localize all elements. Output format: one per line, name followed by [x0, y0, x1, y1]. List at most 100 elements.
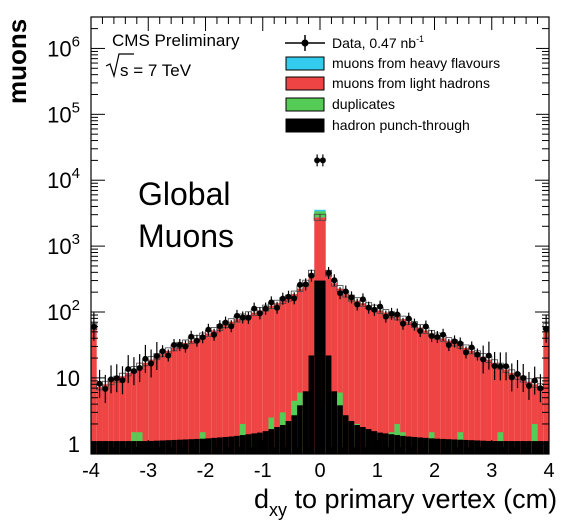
data-point	[445, 342, 452, 349]
data-point	[462, 349, 469, 356]
data-point	[222, 319, 229, 326]
data-point	[422, 323, 429, 330]
bar-punch-through	[113, 441, 120, 454]
y-tick-label: 10	[56, 366, 80, 391]
overlay-line-2: Muons	[138, 218, 234, 254]
bar-light-hadrons	[503, 369, 509, 454]
data-point	[233, 312, 240, 319]
bar-punch-through	[268, 429, 275, 454]
experiment-label: CMS Preliminary	[112, 31, 240, 50]
bar-light-hadrons	[108, 381, 114, 454]
bar-punch-through	[474, 440, 481, 454]
mc-marker	[319, 213, 327, 221]
bar-punch-through	[234, 435, 240, 454]
data-point	[274, 304, 281, 311]
bar-light-hadrons	[245, 314, 252, 454]
bar-punch-through	[320, 280, 326, 454]
bar-punch-through	[537, 441, 544, 454]
data-point	[405, 315, 412, 322]
bar-light-hadrons	[216, 327, 223, 454]
bar-punch-through	[285, 421, 292, 454]
bar-punch-through	[136, 441, 143, 454]
data-point	[268, 299, 275, 306]
data-point	[543, 325, 550, 332]
bar-punch-through	[302, 391, 309, 454]
data-point	[411, 321, 418, 328]
bar-punch-through	[331, 391, 338, 454]
bar-punch-through	[503, 441, 509, 454]
x-tick-label: 3	[486, 460, 497, 482]
legend-label-data: Data, 0.47 nb-1	[332, 34, 424, 51]
bar-punch-through	[491, 441, 498, 454]
x-tick-label: -4	[82, 460, 100, 482]
bar-light-hadrons	[337, 288, 343, 454]
bar-punch-through	[428, 438, 435, 454]
data-point	[514, 371, 521, 378]
bar-punch-through	[543, 441, 549, 454]
x-tick-label: 4	[543, 460, 554, 482]
bar-punch-through	[279, 424, 286, 454]
data-point	[485, 352, 492, 359]
bar-light-hadrons	[119, 376, 126, 454]
data-point	[159, 348, 166, 355]
bar-light-hadrons	[371, 308, 378, 454]
bar-light-hadrons	[165, 350, 172, 454]
bar-light-hadrons	[257, 310, 263, 454]
bar-punch-through	[348, 421, 355, 454]
data-point	[457, 340, 464, 347]
bar-punch-through	[194, 438, 200, 454]
bar-light-hadrons	[508, 372, 515, 454]
bar-punch-through	[119, 441, 126, 454]
data-point	[136, 365, 143, 372]
bar-punch-through	[451, 439, 458, 454]
bar-light-hadrons	[451, 342, 458, 454]
bar-punch-through	[257, 432, 263, 454]
legend-label-heavy: muons from heavy flavours	[332, 55, 500, 71]
legend-swatch-punch	[285, 118, 325, 133]
data-point	[503, 363, 510, 370]
data-point	[279, 295, 286, 302]
x-tick-label: 0	[314, 460, 325, 482]
data-point	[377, 303, 384, 310]
bar-light-hadrons	[428, 333, 435, 454]
bar-punch-through	[411, 436, 418, 454]
bar-light-hadrons	[434, 336, 441, 454]
data-point	[142, 355, 149, 362]
data-point	[348, 294, 355, 301]
data-point	[525, 382, 532, 389]
bar-punch-through	[108, 441, 114, 454]
data-point	[113, 375, 120, 382]
bar-light-hadrons	[239, 316, 246, 454]
bar-light-hadrons	[388, 314, 395, 454]
overlay-line-1: Global	[138, 176, 231, 212]
bar-punch-through	[91, 441, 97, 454]
data-point	[296, 281, 303, 288]
bar-light-hadrons	[113, 379, 120, 454]
bar-light-hadrons	[537, 386, 544, 454]
bar-light-hadrons	[331, 283, 338, 454]
bar-light-hadrons	[463, 347, 469, 454]
bar-light-hadrons	[400, 319, 406, 454]
bar-punch-through	[239, 435, 246, 454]
bar-punch-through	[360, 427, 366, 454]
data-point	[314, 157, 321, 164]
bar-light-hadrons	[377, 310, 383, 454]
bar-punch-through	[508, 441, 515, 454]
bar-punch-through	[165, 440, 172, 454]
data-point	[102, 385, 109, 392]
bar-punch-through	[457, 439, 464, 454]
bar-punch-through	[520, 441, 527, 454]
data-point	[211, 331, 218, 338]
bar-light-hadrons	[491, 362, 498, 454]
bar-punch-through	[365, 429, 372, 454]
bar-punch-through	[526, 441, 532, 454]
legend-label-light: muons from light hadrons	[332, 75, 490, 91]
bar-light-hadrons	[211, 330, 217, 454]
bar-light-hadrons	[480, 356, 487, 454]
data-point	[428, 332, 435, 339]
bar-light-hadrons	[142, 362, 149, 454]
data-point	[451, 338, 458, 345]
bar-light-hadrons	[445, 340, 452, 454]
data-point	[394, 311, 401, 318]
data-point	[228, 323, 235, 330]
